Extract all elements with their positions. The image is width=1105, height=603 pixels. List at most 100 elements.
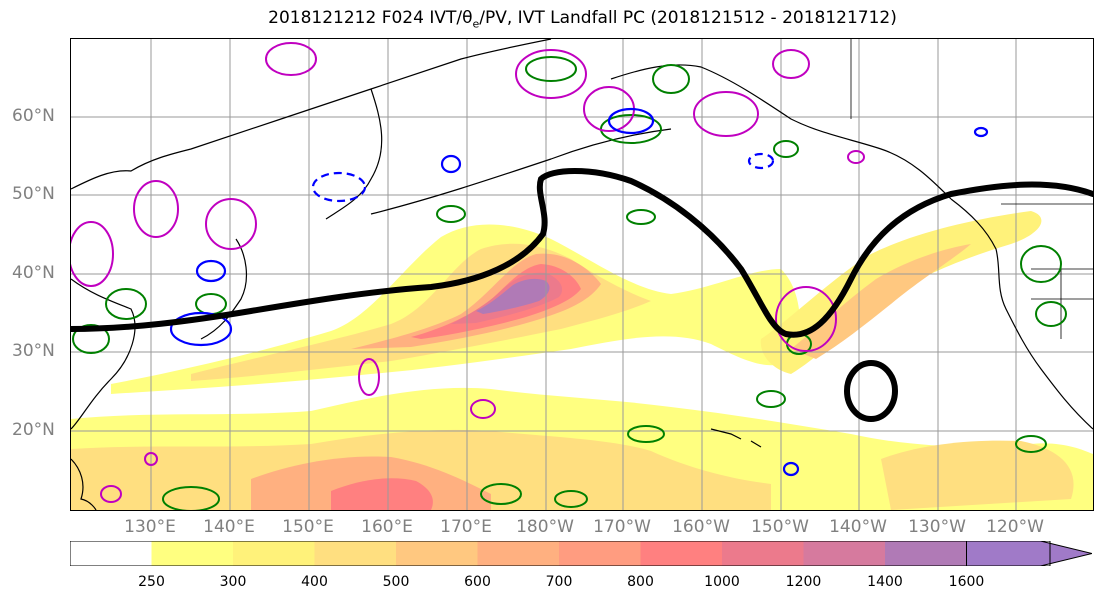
negative-contours xyxy=(169,107,989,477)
ivt-shading-south xyxy=(71,387,1093,510)
coast-japan xyxy=(200,238,247,340)
lon-label-160e: 160°E xyxy=(361,517,413,537)
lon-label-130e: 130°E xyxy=(124,517,176,537)
green-contour-11 xyxy=(1035,301,1067,327)
ivt-band-1400 xyxy=(476,278,550,314)
colorbar-tick-label: 500 xyxy=(382,574,410,590)
coast-aleutians xyxy=(370,128,672,215)
green-contour-12 xyxy=(162,486,220,510)
lon-label-180w: 180°W xyxy=(516,517,574,537)
lon-label-170w: 170°W xyxy=(593,517,651,537)
green-contour-1 xyxy=(525,56,577,82)
map-panel xyxy=(70,38,1094,511)
green-contour-10 xyxy=(1020,245,1062,283)
pc-main-contour xyxy=(71,168,1093,338)
blue-contour-2 xyxy=(195,259,227,283)
colorbar-bin-10 xyxy=(885,541,967,566)
blue-contour-5 xyxy=(607,107,655,135)
colorbar-tick-label: 600 xyxy=(464,574,491,590)
green-contour-17 xyxy=(1015,435,1047,453)
coast-hawaii xyxy=(710,428,762,448)
green-contour-9 xyxy=(195,293,227,315)
coast-philippines xyxy=(71,458,97,510)
colorbar xyxy=(70,541,1092,566)
green-contour-13 xyxy=(480,483,522,505)
border-states xyxy=(1031,268,1093,339)
blue-contour-8 xyxy=(782,461,800,477)
colorbar-bin-4 xyxy=(396,541,478,566)
pv-contour-6 xyxy=(133,180,179,238)
ivt-band-south-right xyxy=(881,440,1074,510)
blue-contour-6 xyxy=(747,152,775,170)
colorbar-bin-9 xyxy=(803,541,886,566)
pv-contour-9 xyxy=(358,358,380,396)
colorbar-bin-7 xyxy=(640,541,723,566)
pc-closed-contour xyxy=(844,360,898,422)
colorbar-bin-1 xyxy=(151,541,234,566)
pv-contours xyxy=(71,42,865,503)
lon-label-140e: 140°E xyxy=(203,517,255,537)
theta-e-contours xyxy=(72,56,1067,510)
lon-label-150e: 150°E xyxy=(282,517,334,537)
lon-label-130w: 130°W xyxy=(908,517,966,537)
colorbar-bin-2 xyxy=(233,541,315,566)
lat-label-40: 40°N xyxy=(12,263,55,283)
ivt-landfall-pc-contours xyxy=(71,168,1093,422)
pv-contour-1 xyxy=(265,42,317,76)
pv-contour-14 xyxy=(144,452,158,466)
coast-asia xyxy=(71,39,552,190)
colorbar-tick-label: 700 xyxy=(545,574,573,590)
lat-label-20: 20°N xyxy=(12,420,55,440)
colorbar-tick-label: 300 xyxy=(219,574,247,590)
colorbar-bin-0 xyxy=(70,541,152,566)
green-contour-7 xyxy=(105,288,147,320)
colorbar-tick-label: 800 xyxy=(627,574,654,590)
coast-nam-west xyxy=(950,198,1093,430)
pv-contour-10 xyxy=(470,399,496,419)
green-contour-14 xyxy=(554,490,588,508)
blue-contour-3 xyxy=(440,154,462,174)
green-contour-4 xyxy=(436,205,466,223)
colorbar-tick-label: 1400 xyxy=(867,574,903,590)
blue-contour-7 xyxy=(973,126,989,138)
blue-contour-4 xyxy=(311,171,367,203)
green-contour-5 xyxy=(626,209,656,225)
pv-contour-8 xyxy=(71,221,114,287)
green-contour-8 xyxy=(72,324,110,354)
colorbar-extension xyxy=(966,541,1092,566)
pv-contour-11 xyxy=(775,286,837,352)
lon-label-170e: 170°E xyxy=(440,517,492,537)
ivt-band-east-core xyxy=(791,244,971,359)
pv-contour-7 xyxy=(205,198,257,250)
green-contour-15 xyxy=(627,425,665,443)
lon-label-120w: 120°W xyxy=(986,517,1044,537)
lon-label-160w: 160°W xyxy=(672,517,730,537)
lat-label-50: 50°N xyxy=(12,184,55,204)
lat-label-60: 60°N xyxy=(12,106,55,126)
colorbar-bin-6 xyxy=(559,541,641,566)
ivt-band-south-1000 xyxy=(331,478,433,510)
coastlines xyxy=(71,39,1093,510)
chart-title: 2018121212 F024 IVT/θe/PV, IVT Landfall … xyxy=(268,8,897,31)
colorbar-tick-label: 400 xyxy=(301,574,328,590)
pv-contour-13 xyxy=(100,485,122,503)
graticule xyxy=(71,39,1093,510)
lon-label-140w: 140°W xyxy=(829,517,887,537)
colorbar-bin-5 xyxy=(477,541,560,566)
green-contour-16 xyxy=(756,390,786,408)
lon-label-150w: 150°W xyxy=(751,517,809,537)
map-canvas xyxy=(71,39,1093,510)
colorbar-tick-label: 1000 xyxy=(704,574,740,590)
green-contour-6 xyxy=(773,140,799,158)
colorbar-bin-8 xyxy=(722,541,804,566)
blue-contour-1 xyxy=(169,311,233,347)
lat-label-30: 30°N xyxy=(12,341,55,361)
coast-korea-china xyxy=(71,278,136,430)
colorbar-tick-label: 1600 xyxy=(948,574,985,590)
green-contour-2 xyxy=(652,64,690,94)
pv-contour-2 xyxy=(515,49,587,99)
colorbar-bin-3 xyxy=(314,541,397,566)
colorbar-tick-label: 1200 xyxy=(785,574,822,590)
pv-contour-5 xyxy=(772,49,810,79)
coast-kamchatka xyxy=(325,88,383,220)
